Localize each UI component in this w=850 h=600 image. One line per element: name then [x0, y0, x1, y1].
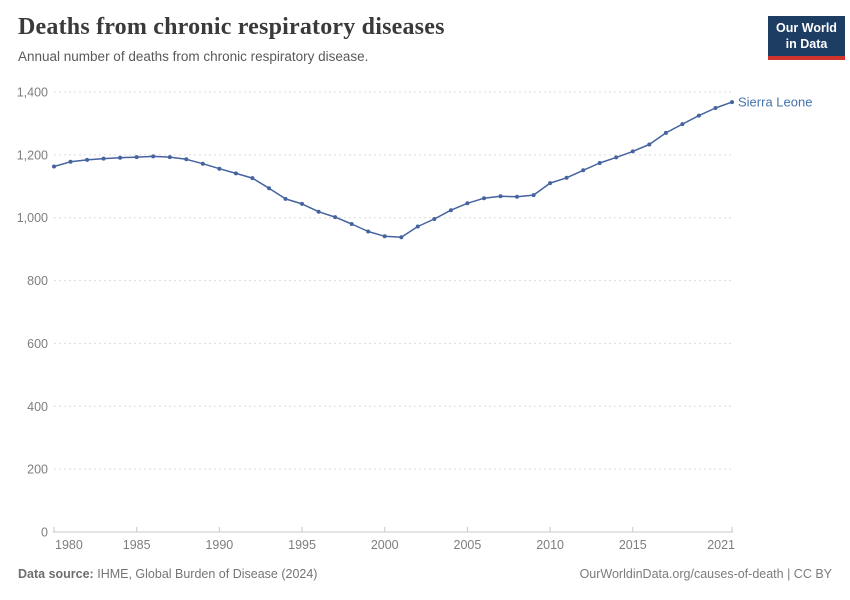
x-tick-label: 2000	[371, 538, 399, 552]
footer-link[interactable]: OurWorldinData.org/causes-of-death | CC …	[579, 567, 832, 581]
data-point	[200, 161, 205, 166]
data-point	[482, 196, 486, 201]
data-point	[52, 164, 56, 169]
x-tick-label: 2005	[454, 538, 482, 552]
x-tick-label: 2010	[536, 538, 564, 552]
data-point	[184, 157, 189, 162]
chart-footer: Data source: IHME, Global Burden of Dise…	[18, 567, 832, 581]
trend-line	[53, 101, 733, 238]
page-title: Deaths from chronic respiratory diseases	[18, 14, 445, 40]
data-point	[382, 234, 387, 239]
data-point	[630, 149, 635, 154]
data-point	[267, 186, 271, 191]
chart-header: Deaths from chronic respiratory diseases…	[18, 13, 755, 64]
data-point	[680, 122, 685, 127]
series-sierra-leone[interactable]: Sierra Leone	[52, 95, 812, 240]
data-point	[85, 157, 90, 162]
y-tick-label: 400	[27, 400, 48, 414]
data-point	[316, 209, 321, 214]
data-point	[167, 155, 172, 160]
x-tick-label: 1990	[205, 538, 233, 552]
data-point	[531, 193, 536, 198]
data-point	[730, 100, 734, 105]
x-tick-label: 1980	[55, 538, 83, 552]
x-tick-label: 2015	[619, 538, 647, 552]
y-tick-label: 600	[27, 337, 48, 351]
data-point	[101, 156, 106, 161]
entity-label[interactable]: Sierra Leone	[738, 95, 812, 110]
x-tick-label: 1995	[288, 538, 316, 552]
data-point	[597, 161, 602, 165]
chart-subtitle: Annual number of deaths from chronic res…	[18, 48, 369, 64]
data-point	[498, 194, 503, 199]
y-tick-label: 200	[27, 463, 48, 477]
data-point	[233, 171, 238, 176]
data-point	[647, 142, 652, 147]
y-tick-label: 1,000	[17, 211, 48, 225]
data-point	[663, 130, 668, 135]
data-point	[68, 159, 73, 164]
data-point	[283, 196, 288, 201]
owid-logo[interactable]: Our World in Data	[768, 16, 845, 60]
data-point	[415, 224, 420, 229]
data-point	[614, 155, 619, 160]
owid-logo-line2: in Data	[785, 37, 828, 52]
data-point	[250, 176, 255, 181]
data-source-label: Data source:	[18, 567, 94, 581]
data-point	[515, 194, 519, 199]
y-tick-label: 800	[27, 274, 48, 288]
data-point	[581, 168, 586, 173]
y-tick-label: 1,400	[17, 86, 48, 100]
data-point	[713, 106, 718, 110]
data-point	[118, 155, 123, 160]
data-point	[134, 155, 139, 160]
data-point	[564, 175, 569, 180]
data-point	[465, 201, 470, 206]
y-tick-label: 0	[41, 526, 48, 540]
y-tick-label: 1,200	[17, 148, 48, 162]
data-point	[696, 113, 701, 118]
owid-logo-line1: Our World	[776, 21, 837, 35]
data-point	[448, 208, 453, 213]
data-source-text: IHME, Global Burden of Disease (2024)	[97, 567, 318, 581]
x-tick-label: 1985	[123, 538, 151, 552]
data-point	[333, 215, 338, 220]
data-source: Data source: IHME, Global Burden of Dise…	[18, 567, 317, 581]
data-point	[217, 166, 222, 171]
data-point	[548, 181, 553, 186]
data-point	[349, 222, 354, 226]
x-tick-label: 2021	[707, 538, 735, 552]
data-point	[366, 229, 371, 234]
data-point	[399, 235, 404, 240]
data-point	[432, 217, 437, 221]
data-point	[300, 201, 304, 206]
data-point	[151, 154, 156, 159]
